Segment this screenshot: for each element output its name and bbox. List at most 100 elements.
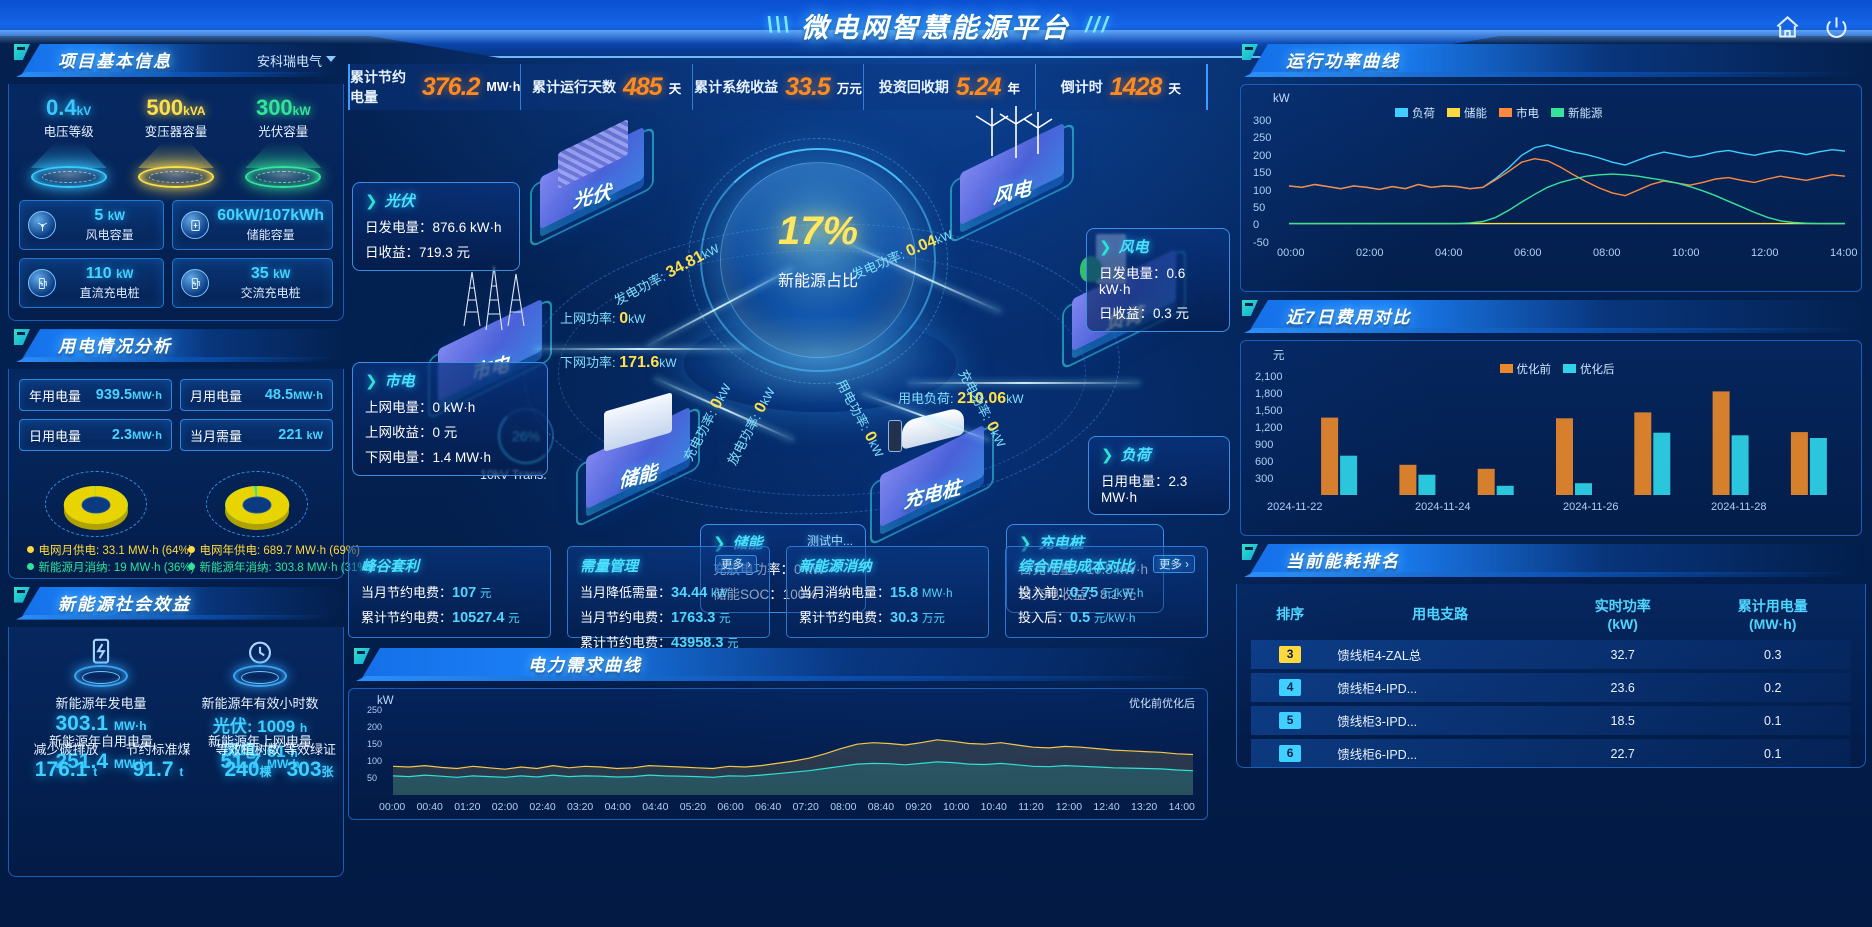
benefit-coal: 节约标准煤 91.7 t xyxy=(125,741,191,781)
power-y-unit: kW xyxy=(1273,93,1290,105)
demand-x-tick: 07:20 xyxy=(792,801,819,813)
demand-x-tick: 02:40 xyxy=(529,801,556,813)
flow-line-load xyxy=(908,382,1140,384)
cell-branch: 馈线柜6-IPD... xyxy=(1337,748,1418,762)
power-x-tick: 04:00 xyxy=(1435,247,1463,259)
dc-charger-icon xyxy=(28,269,56,298)
wind-turbine-icon xyxy=(28,211,56,240)
usage-analysis-header: 用电情况分析 xyxy=(8,329,344,363)
card-new-energy-consumption: 新能源消纳 当月消纳电量：15.8 MW·h 累计节约电费：30.3 万元 xyxy=(786,546,989,638)
demand-x-tick: 08:00 xyxy=(830,801,857,813)
home-icon[interactable] xyxy=(1774,14,1801,41)
core-ring-arc xyxy=(700,148,936,372)
panel-marker-icon xyxy=(14,329,30,346)
demand-month-saving: 1763.3 xyxy=(671,610,716,626)
wind-turbine-icon xyxy=(975,106,1053,158)
pv-label: 光伏容量 xyxy=(258,125,309,140)
device-dc-charger: 110 kW 直流充电桩 xyxy=(19,258,165,309)
panel-cost-compare: 近7日费用对比 元 优化前 优化后 2,100 1,800 1,500 1,200 900… xyxy=(1236,300,1866,536)
charging-pile-icon xyxy=(888,420,902,452)
capacity-item: 300kW 光伏容量 xyxy=(231,96,335,189)
demand-x-tick: 13:20 xyxy=(1131,801,1158,813)
cost-y-tick: 300 xyxy=(1255,473,1274,485)
metric-cards-row: 峰谷套利 当月节约电费：107 元 累计节约电费：10527.4 元 需量管理更… xyxy=(348,546,1208,651)
cell-power: 18.5 xyxy=(1610,713,1635,728)
wind-hours-value: 61 xyxy=(266,741,286,761)
demand-x-tick: 06:00 xyxy=(717,801,744,813)
usage-month: 月用电量 48.5MW·h xyxy=(180,379,333,412)
battery-icon xyxy=(181,211,210,240)
demand-x-tick: 14:00 xyxy=(1168,801,1195,813)
power-x-tick: 12:00 xyxy=(1751,247,1779,259)
power-curve-header: 运行功率曲线 xyxy=(1236,44,1866,78)
dc-charger-unit: kW xyxy=(116,269,134,282)
cell-branch: 馈线柜4-IPD... xyxy=(1337,682,1418,696)
node-charger[interactable]: 充电桩 xyxy=(868,406,996,547)
header-actions[interactable] xyxy=(1774,14,1850,41)
demand-reduction: 34.44 xyxy=(671,585,708,601)
demand-x-tick: 04:40 xyxy=(642,801,669,813)
demand-curve-header: 电力需求曲线 xyxy=(348,648,1208,682)
dc-charger-label: 直流充电桩 xyxy=(79,286,140,301)
demand-x-tick: 09:20 xyxy=(905,801,932,813)
arrow-icon: ❯ xyxy=(365,373,378,390)
power-legend: 负荷 储能 市电 新能源 xyxy=(1241,105,1861,121)
panel-title: 运行功率曲线 xyxy=(1286,52,1400,71)
power-y-tick: 300 xyxy=(1253,115,1272,127)
infobox-grid: ❯ 市电 上网电量：0 kW·h 上网收益：0 元 下网电量：1.4 MW·h xyxy=(352,362,548,476)
cost-y-tick: 1,200 xyxy=(1255,422,1283,434)
power-x-tick: 06:00 xyxy=(1514,247,1542,259)
benefit-self-use: 新能源年自用电量 251.4 MW·h xyxy=(48,733,153,773)
demand-x-tick: 05:20 xyxy=(679,801,707,813)
demand-x-tick: 11:20 xyxy=(1018,801,1044,813)
kpi-saved-energy-value: 376.2 xyxy=(421,72,481,101)
cost-more-button[interactable]: 更多 › xyxy=(1152,555,1195,573)
panel-usage-analysis: 用电情况分析 年用电量 939.5MW·h 月用电量 48.5MW·h 日用电量… xyxy=(8,329,371,579)
grid-feed-value: 51.7 xyxy=(220,749,262,773)
project-info-header: 项目基本信息 安科瑞电气 xyxy=(8,44,344,78)
flow-line-grid xyxy=(534,348,746,350)
wind-capacity-value: 5 xyxy=(94,207,104,225)
cell-rank: 5 xyxy=(1251,706,1329,735)
chevron-down-icon[interactable] xyxy=(326,56,336,62)
load-daily-energy: 日用电量：2.3 MW·h xyxy=(1101,474,1188,505)
usage-day-value: 2.3 xyxy=(111,427,133,444)
kpi-system-revenue-value: 33.5 xyxy=(785,72,831,101)
wind-daily-generation: 日发电量：0.6 kW·h xyxy=(1099,266,1186,297)
power-icon[interactable] xyxy=(1823,14,1850,41)
dc-charger-value: 110 xyxy=(85,265,112,283)
arrow-icon: ❯ xyxy=(365,193,378,210)
device-capacity-grid: 5 kW 风电容量 60kW/107kWh 储能容量 110 kW 直流充电桩 xyxy=(9,192,343,320)
panel-title: 当前能耗排名 xyxy=(1286,552,1400,571)
table-row[interactable]: 4 馈线柜4-IPD... 23.6 0.2 xyxy=(1251,673,1851,702)
kpi-saved-energy: 累计节约电量 376.2 MW·h xyxy=(350,64,522,110)
demand-y-tick: 250 xyxy=(367,705,383,715)
cost-x-tick: 2024-11-24 xyxy=(1415,501,1471,513)
demand-x-tick: 02:00 xyxy=(491,801,519,813)
voltage-unit: kV xyxy=(76,104,92,118)
demand-x-tick: 00:00 xyxy=(379,801,406,813)
ranking-rows: 3 馈线柜4-ZAL总 32.7 0.3 4 馈线柜4-IPD... 23.6 0.2 5 馈线柜… xyxy=(1251,640,1851,767)
annual-generation-value: 303.1 xyxy=(55,711,109,735)
table-row[interactable]: 6 馈线柜6-IPD... 22.7 0.1 xyxy=(1251,739,1851,767)
demand-y-unit: kW xyxy=(377,695,394,707)
title-slash-left: \ \ \ xyxy=(766,12,789,37)
panel-title: 新能源社会效益 xyxy=(58,594,191,614)
cell-branch: 馈线柜3-IPD... xyxy=(1337,715,1418,729)
demand-y-tick: 200 xyxy=(367,722,383,732)
cost-y-tick: 2,100 xyxy=(1255,371,1283,383)
node-pv[interactable]: 光伏 xyxy=(528,118,656,249)
grid-import-energy: 下网电量：1.4 MW·h xyxy=(365,450,492,465)
header-glow xyxy=(0,30,1872,44)
table-row[interactable]: 3 馈线柜4-ZAL总 32.7 0.3 xyxy=(1251,640,1851,669)
social-benefit-header: 新能源社会效益 xyxy=(8,586,344,621)
cost-x-tick: 2024-11-26 xyxy=(1563,501,1619,513)
demand-x-tick: 12:00 xyxy=(1055,801,1083,813)
table-row[interactable]: 5 馈线柜3-IPD... 18.5 0.1 xyxy=(1251,706,1851,735)
demand-more-button[interactable]: 更多 › xyxy=(714,555,757,573)
node-wind[interactable]: 风电 xyxy=(948,106,1076,245)
donut-month: 电网月供电: 33.1 MW·h (64%) 新能源月消纳: 19 MW·h (… xyxy=(21,465,194,578)
flow-label-load-power: 用电负荷: 210.06kW xyxy=(898,390,1024,407)
power-curve-chart: kW 负荷 储能 市电 新能源 300 250 200 150 100 50 0 -50 00:00… xyxy=(1240,84,1862,292)
kpi-system-revenue: 累计系统收益 33.5 万元 xyxy=(693,64,865,110)
